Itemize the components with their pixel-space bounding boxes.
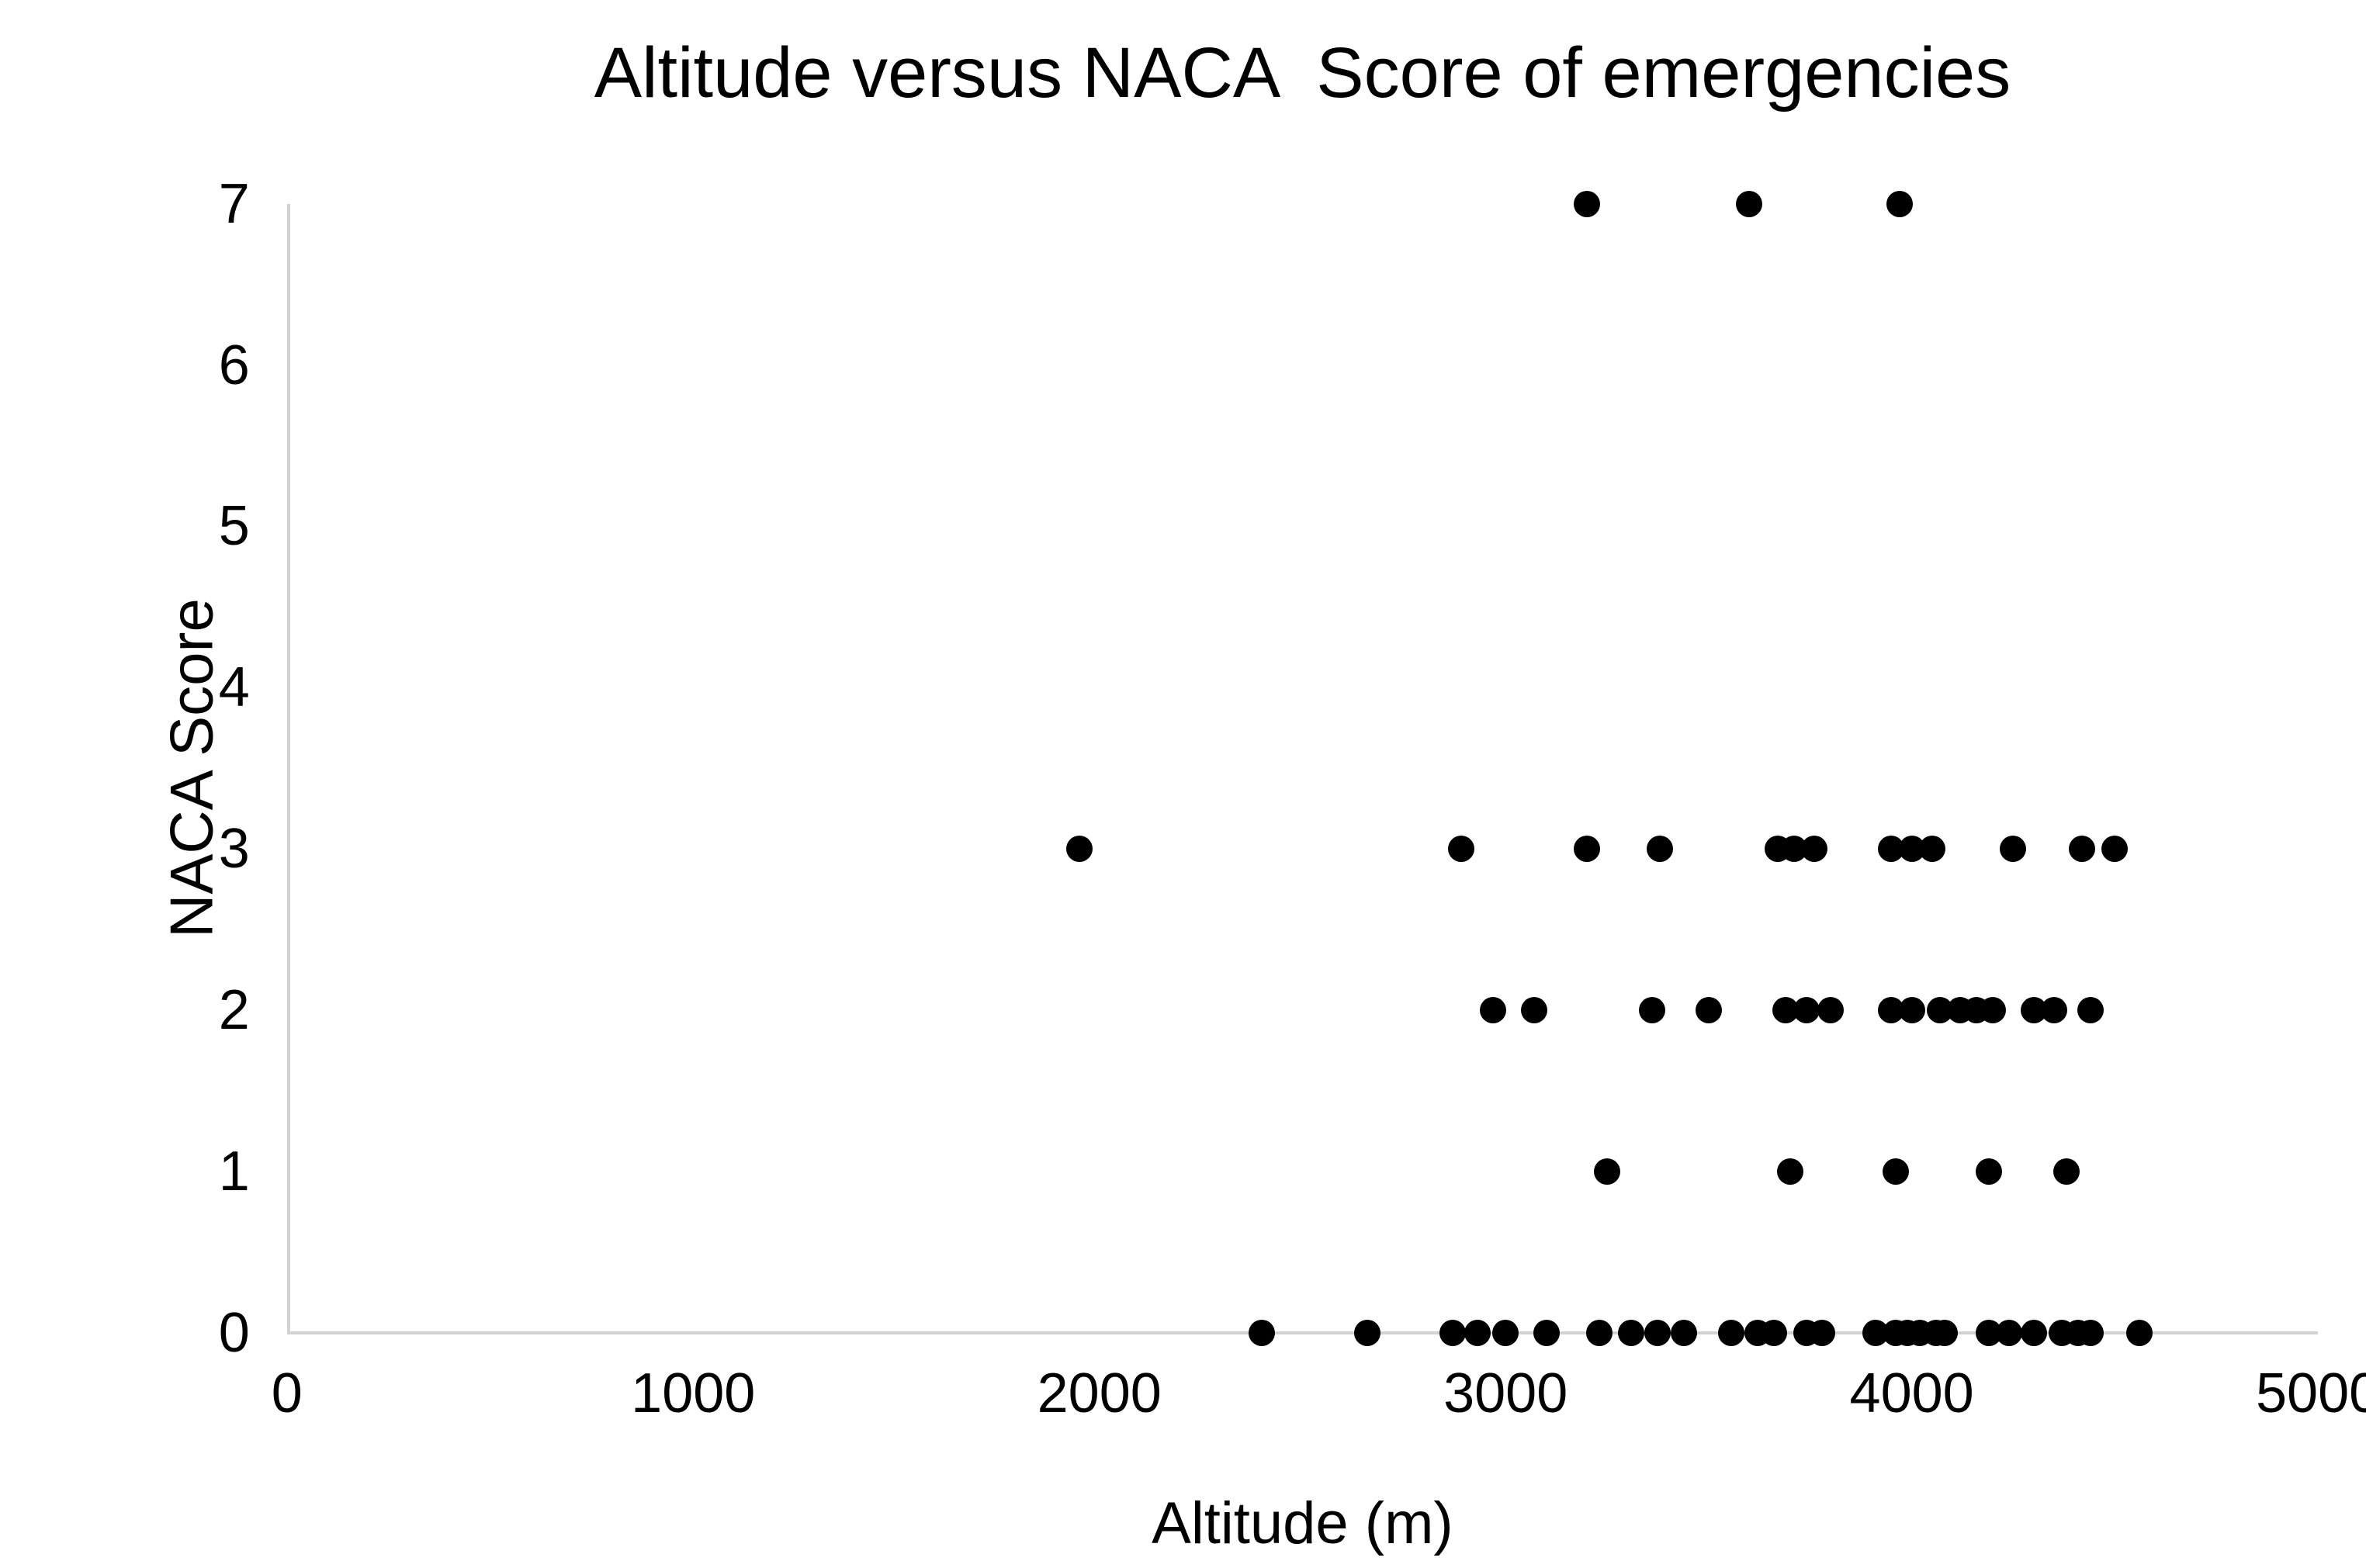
y-tick-label: 2	[218, 979, 250, 1042]
data-point	[1647, 836, 1674, 863]
data-point	[1520, 997, 1547, 1024]
data-point	[1594, 1158, 1621, 1185]
data-point	[1354, 1319, 1381, 1346]
y-axis-line	[286, 203, 290, 1333]
data-point	[1533, 1319, 1560, 1346]
data-point	[1736, 190, 1763, 217]
data-point	[1065, 836, 1093, 863]
data-point	[2052, 1158, 2080, 1185]
data-point	[1817, 997, 1844, 1024]
data-point	[1439, 1319, 1467, 1346]
data-point	[1886, 190, 1913, 217]
data-point	[1793, 997, 1820, 1024]
data-point	[1573, 190, 1600, 217]
data-point	[1492, 1319, 1519, 1346]
data-point	[1809, 1319, 1836, 1346]
data-point	[1464, 1319, 1491, 1346]
x-tick-label: 2000	[1037, 1362, 1162, 1424]
data-point	[2125, 1319, 2153, 1346]
data-point	[1801, 836, 1827, 863]
data-point	[1717, 1319, 1744, 1346]
data-point	[1573, 836, 1600, 863]
x-axis-title: Altitude (m)	[1152, 1490, 1453, 1556]
y-tick-label: 5	[218, 495, 250, 558]
data-point	[1638, 997, 1665, 1024]
x-tick-label: 5000	[2255, 1362, 2366, 1424]
data-point	[2000, 836, 2027, 863]
data-point	[1980, 997, 2007, 1024]
data-point	[2101, 836, 2129, 863]
data-point	[1447, 836, 1474, 863]
data-point	[1760, 1319, 1787, 1346]
data-point	[2069, 836, 2096, 863]
data-point	[1644, 1319, 1671, 1346]
x-tick-label: 0	[271, 1362, 303, 1424]
data-point	[1480, 997, 1507, 1024]
data-point	[1898, 997, 1925, 1024]
y-tick-label: 4	[218, 656, 250, 719]
x-tick-label: 1000	[631, 1362, 756, 1424]
data-point	[2020, 1319, 2047, 1346]
y-tick-label: 3	[218, 818, 250, 881]
data-point	[1618, 1319, 1645, 1346]
data-point	[1671, 1319, 1698, 1346]
y-axis-title: NACA Score	[157, 598, 226, 939]
data-point	[1931, 1319, 1958, 1346]
x-tick-label: 3000	[1443, 1362, 1568, 1424]
y-tick-label: 7	[218, 172, 250, 235]
data-point	[1882, 1158, 1909, 1185]
data-point	[1695, 997, 1722, 1024]
data-point	[1776, 1158, 1803, 1185]
data-point	[2077, 1319, 2104, 1346]
x-axis-line	[286, 1331, 2319, 1334]
data-point	[1585, 1319, 1613, 1346]
x-tick-label: 4000	[1849, 1362, 1974, 1424]
data-point	[1996, 1319, 2023, 1346]
chart-title: Altitude versus NACA Score of emergencie…	[594, 33, 2011, 112]
data-point	[2040, 997, 2067, 1024]
data-point	[1249, 1319, 1276, 1346]
data-point	[1918, 836, 1945, 863]
y-tick-label: 1	[218, 1140, 250, 1203]
y-tick-label: 6	[218, 334, 250, 396]
data-point	[1976, 1158, 2003, 1185]
y-tick-label: 0	[218, 1301, 250, 1364]
data-point	[2077, 997, 2104, 1024]
